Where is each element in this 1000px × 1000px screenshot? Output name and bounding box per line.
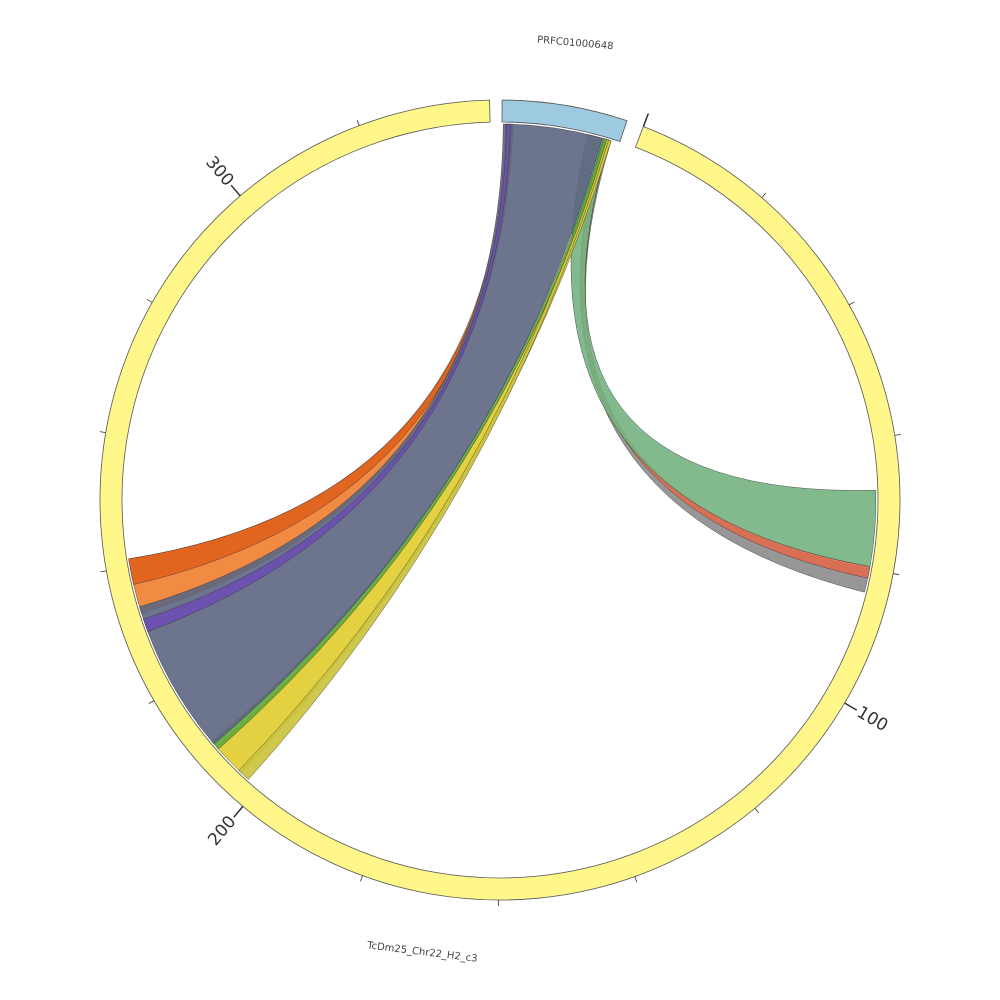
segment-label: TcDm25_Chr22_H2_c3	[366, 940, 478, 965]
tick	[146, 299, 153, 303]
tick	[848, 301, 855, 306]
ribbons	[128, 123, 877, 780]
tick	[844, 702, 858, 711]
tick-label: 300	[201, 153, 237, 191]
tick-label: 200	[204, 812, 240, 850]
ribbon	[238, 138, 609, 780]
segment-label: PRFC01000648	[537, 35, 614, 53]
tick	[233, 805, 244, 818]
ribbon	[143, 123, 511, 632]
tick	[360, 875, 363, 882]
ribbon	[570, 134, 877, 567]
tick	[230, 184, 241, 197]
tick	[894, 433, 901, 436]
tick	[893, 573, 900, 576]
tick	[100, 570, 107, 573]
tick	[148, 700, 155, 704]
tick	[761, 192, 767, 198]
tick	[754, 807, 760, 814]
segment	[501, 99, 628, 143]
tick-label: 100	[853, 702, 891, 736]
tick	[99, 431, 106, 433]
tick	[356, 119, 360, 126]
tick	[642, 113, 650, 127]
segment	[99, 99, 901, 901]
ribbon	[139, 123, 603, 745]
tick	[634, 876, 638, 883]
ring: 100 200 300	[99, 99, 901, 906]
